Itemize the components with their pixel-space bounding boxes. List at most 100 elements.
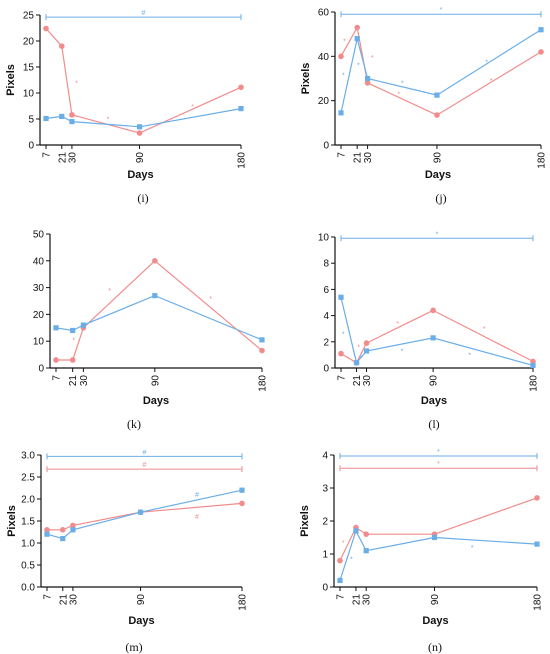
y-axis-title: Pixels <box>299 505 311 537</box>
data-point-blue <box>431 534 438 541</box>
data-point-red <box>53 357 59 363</box>
x-axis-title: Days <box>143 395 169 407</box>
y-tick-label: 15 <box>23 63 35 74</box>
data-point-blue <box>80 322 86 328</box>
panel-label: (i) <box>137 191 148 205</box>
x-tick-label: 21 <box>351 594 362 606</box>
bracket-label: * <box>436 231 439 238</box>
data-point-red <box>152 258 158 264</box>
y-tick-label: 40 <box>33 256 45 267</box>
panel-label: (m) <box>125 640 142 654</box>
x-axis-title: Days <box>422 615 448 627</box>
y-tick-label: 0.0 <box>21 583 35 594</box>
series-line-red <box>340 25 542 116</box>
panel-label: (n) <box>428 640 442 654</box>
data-point-red <box>534 495 540 501</box>
data-point-red <box>69 357 76 363</box>
bracket-label: * <box>437 449 440 456</box>
significance-mark: * <box>490 78 493 85</box>
x-tick-label: 180 <box>238 594 249 611</box>
data-point-blue <box>259 337 265 343</box>
x-tick-label: 30 <box>68 594 79 606</box>
data-point-red <box>363 340 370 346</box>
x-tick-label: 7 <box>42 152 53 158</box>
significance-mark: * <box>396 321 399 328</box>
x-tick-label: 180 <box>258 375 269 392</box>
x-tick-label: 21 <box>57 152 68 164</box>
panel-label: (l) <box>428 417 439 431</box>
data-point-blue <box>136 124 143 130</box>
y-axis-title: Pixels <box>300 63 312 95</box>
significance-mark: * <box>191 104 194 111</box>
y-tick-label: 20 <box>318 96 330 107</box>
y-tick-label: 2 <box>323 337 329 348</box>
y-tick-label: 0 <box>322 583 328 594</box>
data-point-blue <box>53 325 59 331</box>
data-point-blue <box>43 115 49 122</box>
data-point-red <box>59 527 66 533</box>
x-tick-label: 90 <box>432 152 443 164</box>
y-tick-label: 0 <box>323 364 329 375</box>
data-point-blue <box>69 119 75 125</box>
y-tick-label: 60 <box>318 8 330 19</box>
x-tick-label: 30 <box>363 152 374 164</box>
y-tick-label: 20 <box>33 310 45 321</box>
x-tick-label: 21 <box>68 375 79 387</box>
series-line-blue <box>339 529 538 581</box>
chart-panel: 0 5 10 15 20 25 7 21 30 90 180 Days Pixels # * * * (i) <box>5 10 248 205</box>
data-point-blue <box>364 75 371 82</box>
significance-mark: * <box>483 326 486 333</box>
series-line-red <box>56 259 263 361</box>
x-tick-label: 7 <box>337 152 348 158</box>
data-point-blue <box>137 509 144 515</box>
x-tick-label: 30 <box>362 375 373 387</box>
significance-mark: * <box>108 288 111 295</box>
significance-mark: * <box>107 117 110 124</box>
significance-mark: * <box>485 59 488 66</box>
y-tick-label: 8 <box>323 259 329 270</box>
data-point-blue <box>152 293 158 299</box>
data-point-blue <box>60 536 66 542</box>
data-point-blue <box>430 335 436 341</box>
data-point-blue <box>239 487 245 493</box>
x-tick-label: 30 <box>79 375 90 387</box>
data-point-blue <box>534 541 540 547</box>
y-tick-label: 10 <box>33 337 45 348</box>
data-point-red <box>69 112 75 118</box>
data-point-red <box>338 53 344 60</box>
x-tick-label: 21 <box>58 594 69 606</box>
y-tick-label: 4 <box>323 311 329 322</box>
significance-mark: * <box>343 38 346 45</box>
y-axis-title: Pixels <box>6 505 18 537</box>
bracket-label: * <box>437 461 440 468</box>
y-tick-label: 50 <box>33 230 45 241</box>
y-tick-label: 6 <box>323 285 329 296</box>
significance-mark: * <box>342 540 345 547</box>
x-axis-title: Days <box>421 395 447 407</box>
bracket-label: # <box>142 10 146 17</box>
significance-mark: * <box>397 92 400 99</box>
x-tick-label: 7 <box>337 375 348 381</box>
y-tick-label: 1.5 <box>21 517 35 528</box>
y-tick-label: 20 <box>23 37 35 48</box>
data-point-red <box>44 527 50 533</box>
bracket-label: * <box>440 7 443 14</box>
data-point-red <box>259 347 265 354</box>
x-tick-label: 7 <box>336 594 347 600</box>
data-point-blue <box>538 27 544 33</box>
x-tick-label: 180 <box>237 152 248 169</box>
bracket-label: # <box>143 462 147 469</box>
series-line-red <box>47 502 243 531</box>
significance-mark: * <box>360 355 363 362</box>
panel-label: (k) <box>127 417 141 431</box>
x-tick-label: 21 <box>353 152 364 164</box>
series-line-blue <box>45 108 242 128</box>
y-tick-label: 0.5 <box>21 561 35 572</box>
x-axis-title: Days <box>425 169 451 181</box>
y-tick-label: 25 <box>23 11 35 22</box>
series-line-blue <box>340 29 542 114</box>
data-point-blue <box>363 548 369 554</box>
significance-mark: * <box>342 331 345 338</box>
